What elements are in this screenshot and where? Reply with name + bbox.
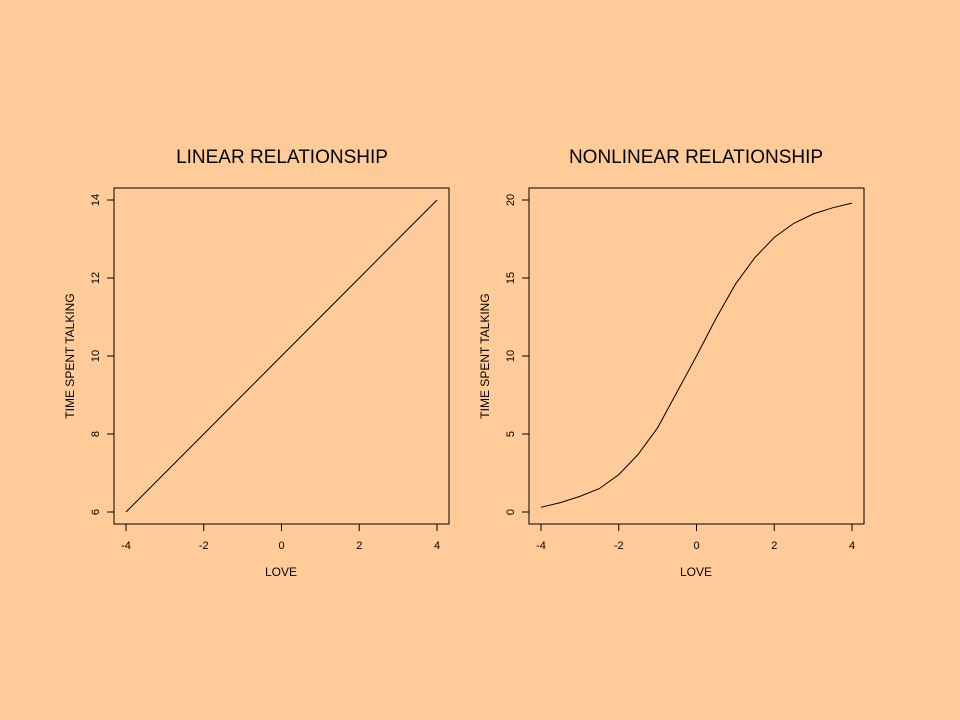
y-tick-label: 15 xyxy=(505,272,517,284)
y-tick-label: 5 xyxy=(505,431,517,437)
chart-panel-2: NONLINEAR RELATIONSHIP -4 -2 0 2 4 0 5 10 15 20 LOV… xyxy=(478,147,865,579)
y-tick-label: 6 xyxy=(90,509,102,515)
series-line-1 xyxy=(540,202,853,508)
x-tick-label: 2 xyxy=(771,540,777,552)
x-tick-label: -4 xyxy=(121,540,131,552)
y-tick-label: 8 xyxy=(90,431,102,437)
x-tick-label: 0 xyxy=(278,540,284,552)
x-axis-label: LOVE xyxy=(680,565,712,579)
y-tick-label: 0 xyxy=(505,509,517,515)
chart-panel-1: LINEAR RELATIONSHIP -4 -2 0 2 4 6 8 10 12 14 LOVE TI… xyxy=(63,147,450,579)
x-tick-label: 4 xyxy=(434,540,440,552)
x-tick-label: -2 xyxy=(199,540,209,552)
y-tick-label: 10 xyxy=(505,350,517,362)
y-axis-label: TIME SPENT TALKING xyxy=(63,293,77,418)
x-tick-label: 0 xyxy=(693,540,699,552)
y-tick-label: 12 xyxy=(90,272,102,284)
chart-title: LINEAR RELATIONSHIP xyxy=(176,147,388,168)
x-tick-label: 2 xyxy=(356,540,362,552)
y-axis-label: TIME SPENT TALKING xyxy=(478,293,492,418)
x-tick-label: 4 xyxy=(849,540,855,552)
chart-title: NONLINEAR RELATIONSHIP xyxy=(569,147,823,168)
y-tick-label: 14 xyxy=(90,194,102,206)
x-axis-label: LOVE xyxy=(265,565,297,579)
y-tick-label: 20 xyxy=(505,194,517,206)
x-tick-label: -2 xyxy=(614,540,624,552)
x-tick-label: -4 xyxy=(536,540,546,552)
series-line-1 xyxy=(125,199,438,513)
y-tick-label: 10 xyxy=(90,350,102,362)
